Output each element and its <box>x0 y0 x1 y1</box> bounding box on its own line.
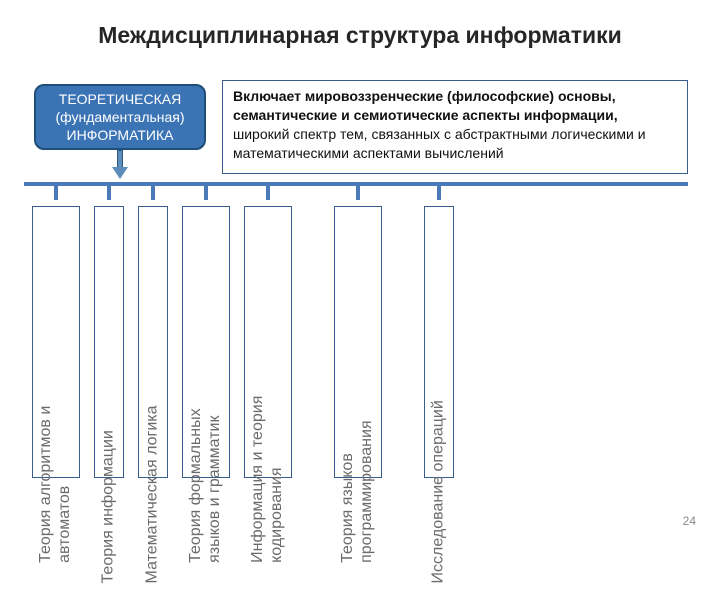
branch-tick <box>437 186 441 200</box>
main-box-line1: ТЕОРЕТИЧЕСКАЯ <box>59 90 181 108</box>
branch-4: Информация и теориякодирования <box>244 186 292 496</box>
branch-tick <box>204 186 208 200</box>
branch-2: Математическая логика <box>138 186 168 496</box>
page-title: Междисциплинарная структура информатики <box>0 22 720 49</box>
down-arrow-icon <box>112 150 128 180</box>
branch-label: Теория информации <box>100 322 119 594</box>
branch-box: Теория формальныхязыков и грамматик <box>182 206 230 478</box>
page-number: 24 <box>683 514 696 528</box>
branch-6: Исследование операций <box>424 186 454 496</box>
description-rest: широкий спектр тем, связанных с абстракт… <box>233 126 646 161</box>
branch-box: Исследование операций <box>424 206 454 478</box>
main-category-box: ТЕОРЕТИЧЕСКАЯ (фундаментальная) ИНФОРМАТ… <box>34 84 206 150</box>
branch-tick <box>356 186 360 200</box>
branch-label: Информация и теориякодирования <box>249 323 287 573</box>
description-bold: Включает мировоззренческие (философские)… <box>233 88 618 123</box>
branch-label: Теория алгоритмов иавтоматов <box>37 323 75 573</box>
branch-box: Теория алгоритмов иавтоматов <box>32 206 80 478</box>
branch-tick <box>54 186 58 200</box>
branch-tick <box>151 186 155 200</box>
branch-tick <box>107 186 111 200</box>
branch-box: Математическая логика <box>138 206 168 478</box>
branch-box: Теория информации <box>94 206 124 478</box>
branch-label: Теория языковпрограммирования <box>339 323 377 573</box>
branches-container: Теория алгоритмов иавтоматов Теория инфор… <box>24 186 688 496</box>
branch-0: Теория алгоритмов иавтоматов <box>32 186 80 496</box>
branch-5: Теория языковпрограммирования <box>334 186 382 496</box>
branch-label: Математическая логика <box>144 322 163 594</box>
branch-1: Теория информации <box>94 186 124 496</box>
main-box-line3: ИНФОРМАТИКА <box>67 126 174 144</box>
branch-3: Теория формальныхязыков и грамматик <box>182 186 230 496</box>
branch-box: Теория языковпрограммирования <box>334 206 382 478</box>
branch-label: Исследование операций <box>430 322 449 594</box>
branch-tick <box>266 186 270 200</box>
branch-label: Теория формальныхязыков и грамматик <box>187 323 225 573</box>
description-box: Включает мировоззренческие (философские)… <box>222 80 688 174</box>
branch-box: Информация и теориякодирования <box>244 206 292 478</box>
main-box-line2: (фундаментальная) <box>55 108 184 126</box>
